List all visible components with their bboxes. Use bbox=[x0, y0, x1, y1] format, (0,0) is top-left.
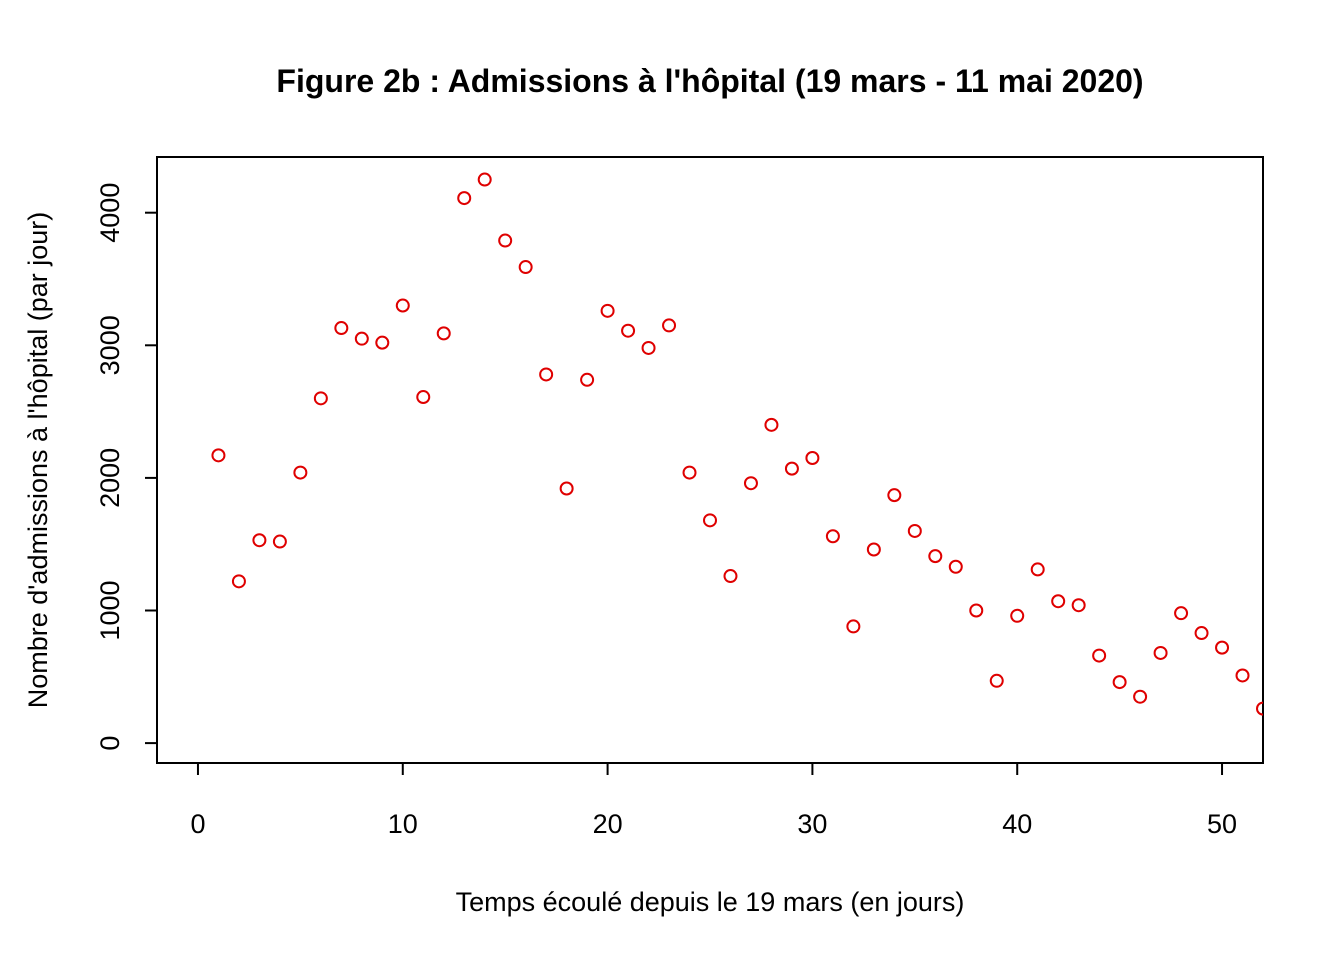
data-point bbox=[477, 172, 492, 187]
data-point bbox=[621, 323, 636, 338]
data-point bbox=[498, 233, 513, 248]
data-point bbox=[1256, 701, 1263, 716]
data-point bbox=[211, 448, 226, 463]
data-point bbox=[416, 390, 431, 405]
x-tick-label: 20 bbox=[593, 809, 623, 839]
data-point bbox=[1235, 668, 1250, 683]
plot-area-border bbox=[156, 156, 1264, 764]
y-tick-label: 2000 bbox=[95, 448, 125, 508]
data-point bbox=[641, 340, 656, 355]
data-point bbox=[1010, 608, 1025, 623]
x-tick-label: 0 bbox=[190, 809, 205, 839]
data-point bbox=[436, 326, 451, 341]
y-tick-label: 4000 bbox=[95, 183, 125, 243]
data-point bbox=[293, 465, 308, 480]
data-point bbox=[600, 303, 615, 318]
x-tick-label: 30 bbox=[797, 809, 827, 839]
data-point bbox=[272, 534, 287, 549]
data-point bbox=[887, 488, 902, 503]
data-point bbox=[354, 331, 369, 346]
chart-title: Figure 2b : Admissions à l'hôpital (19 m… bbox=[276, 63, 1143, 99]
data-point bbox=[948, 559, 963, 574]
data-point bbox=[313, 391, 328, 406]
data-point bbox=[559, 481, 574, 496]
data-point bbox=[866, 542, 881, 557]
data-point bbox=[682, 465, 697, 480]
data-point bbox=[580, 372, 595, 387]
data-point bbox=[703, 513, 717, 528]
y-tick-label: 1000 bbox=[95, 580, 125, 640]
data-point bbox=[969, 603, 984, 618]
data-point bbox=[375, 335, 390, 350]
data-point bbox=[1153, 645, 1168, 660]
data-point bbox=[1051, 594, 1066, 609]
data-point bbox=[764, 417, 779, 432]
data-point bbox=[395, 298, 410, 313]
data-point bbox=[1112, 675, 1127, 690]
data-point bbox=[825, 529, 840, 544]
y-tick-label: 3000 bbox=[95, 315, 125, 375]
data-point bbox=[989, 673, 1004, 688]
x-tick-label: 40 bbox=[1002, 809, 1032, 839]
x-tick-label: 50 bbox=[1207, 809, 1237, 839]
data-point bbox=[846, 619, 861, 634]
data-point bbox=[539, 367, 554, 382]
data-point bbox=[805, 451, 820, 466]
data-point bbox=[1133, 689, 1148, 704]
data-point bbox=[907, 523, 922, 538]
data-point bbox=[662, 318, 677, 333]
data-point bbox=[928, 549, 943, 564]
data-points bbox=[211, 172, 1263, 716]
data-point bbox=[723, 569, 738, 584]
y-axis-label: Nombre d'admissions à l'hôpital (par jou… bbox=[23, 212, 53, 709]
data-point bbox=[231, 574, 246, 589]
data-point bbox=[1215, 640, 1230, 655]
y-tick-label: 0 bbox=[95, 736, 125, 751]
y-axis: 0 1000 2000 3000 4000 bbox=[95, 183, 158, 751]
data-point bbox=[784, 461, 799, 476]
data-point bbox=[252, 533, 267, 548]
data-point bbox=[1030, 562, 1045, 577]
data-point bbox=[334, 321, 349, 336]
x-axis-label: Temps écoulé depuis le 19 mars (en jours… bbox=[456, 887, 965, 917]
x-tick-label: 10 bbox=[388, 809, 418, 839]
data-point bbox=[743, 476, 758, 491]
data-point bbox=[1092, 648, 1107, 663]
data-point bbox=[1071, 598, 1086, 613]
data-point bbox=[1194, 626, 1209, 641]
data-point bbox=[457, 191, 472, 206]
x-axis: 0 10 20 30 40 50 bbox=[190, 762, 1237, 839]
data-point bbox=[518, 260, 533, 275]
data-point bbox=[1174, 606, 1189, 621]
